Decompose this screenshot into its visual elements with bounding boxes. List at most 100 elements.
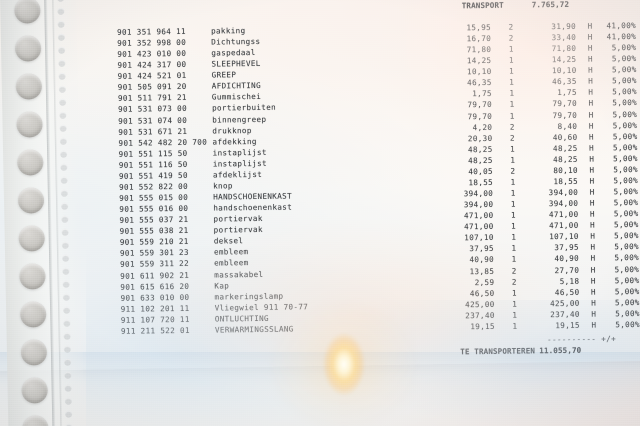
quantity-cell: 1 — [512, 321, 518, 331]
amount-cell: 19,15 — [555, 320, 580, 330]
description-cell: Vliegwiel 911 70-77 — [214, 302, 309, 313]
tax-code-cell: H — [589, 154, 595, 164]
total-carryforward-label: TE TRANSPORTEREN — [460, 346, 536, 357]
amount-cell: 8,40 — [557, 121, 578, 131]
tax-rate-cell: 5,00% — [613, 164, 638, 175]
transport-carryover-label: TRANSPORT — [461, 0, 504, 11]
quantity-cell: 1 — [510, 155, 516, 165]
part-number-cell: 901 424 521 01 — [117, 71, 187, 82]
part-number-cell: 901 352 998 00 — [117, 37, 187, 48]
description-cell: Kap — [214, 280, 230, 291]
tax-rate-cell: 5,00% — [613, 175, 639, 186]
part-number-cell: 901 611 902 21 — [120, 270, 190, 281]
tax-code-cell: H — [591, 309, 597, 319]
amount-cell: 394,00 — [548, 198, 579, 209]
unit-price-cell: 79,70 — [467, 111, 493, 121]
amount-cell: 37,95 — [554, 243, 579, 253]
unit-price-cell: 46,35 — [467, 78, 492, 88]
amount-cell: 33,40 — [551, 32, 577, 43]
amount-cell: 46,35 — [552, 77, 577, 87]
unit-price-cell: 4,20 — [472, 122, 493, 132]
description-cell: drukknop — [212, 125, 252, 136]
description-cell: knop — [213, 181, 233, 191]
tax-code-cell: H — [589, 209, 595, 219]
description-cell: SLEEPHEVEL — [211, 59, 261, 69]
quantity-cell: 1 — [512, 310, 518, 320]
tax-code-cell: H — [590, 231, 596, 241]
quantity-cell: 2 — [508, 33, 514, 43]
unit-price-cell: 394,00 — [463, 188, 494, 199]
part-number-cell: 911 211 522 01 — [120, 325, 190, 336]
amount-cell: 18,55 — [553, 176, 579, 187]
quantity-cell: 1 — [511, 288, 518, 298]
unit-price-cell: 79,70 — [467, 100, 493, 110]
tax-rate-cell: 5,00% — [612, 76, 637, 86]
amount-cell: 31,90 — [551, 21, 577, 32]
unit-price-cell: 40,05 — [468, 166, 493, 177]
description-cell: GREEP — [211, 70, 237, 80]
tax-code-cell: H — [589, 187, 595, 197]
quantity-cell: 1 — [509, 111, 515, 121]
tax-rate-cell: 5,00% — [614, 297, 640, 308]
unit-price-cell: 19,15 — [470, 321, 495, 332]
description-cell: afdekking — [212, 136, 257, 147]
description-cell: markeringslamp — [214, 291, 284, 302]
part-number-cell: 901 555 015 00 — [119, 192, 189, 203]
quantity-cell: 1 — [510, 199, 516, 209]
part-number-cell: 911 102 201 11 — [120, 303, 190, 314]
tax-code-cell: H — [588, 99, 594, 109]
quantity-cell: 1 — [512, 299, 518, 309]
part-number-cell: 901 559 311 22 — [120, 259, 190, 270]
unit-price-cell: 40,90 — [469, 255, 495, 265]
tax-rate-cell: 5,00% — [612, 120, 638, 130]
tax-code-cell: H — [590, 220, 596, 230]
amount-cell: 27,70 — [554, 265, 580, 275]
tax-code-cell: H — [587, 32, 593, 42]
tax-rate-cell: 5,00% — [614, 253, 640, 263]
part-number-cell: 901 505 091 20 — [117, 82, 187, 93]
unit-price-cell: 46,50 — [469, 288, 495, 298]
unit-price-cell: 471,00 — [463, 211, 494, 221]
quantity-cell: 2 — [509, 122, 515, 132]
quantity-cell: 1 — [510, 144, 516, 154]
tax-rate-cell: 5,00% — [614, 286, 640, 296]
unit-price-cell: 18,55 — [468, 177, 494, 188]
tax-code-cell: H — [589, 176, 595, 186]
unit-price-cell: 71,80 — [466, 45, 492, 55]
part-number-cell: 901 551 419 50 — [118, 170, 188, 181]
amount-cell: 46,50 — [554, 287, 580, 297]
tax-rate-cell: 5,00% — [612, 131, 638, 141]
tax-code-cell: H — [589, 165, 595, 175]
unit-price-cell: 20,30 — [467, 133, 493, 143]
tax-rate-cell: 5,00% — [613, 198, 639, 208]
quantity-cell: 1 — [510, 188, 516, 198]
total-carryforward-value: 11.055,70 — [539, 345, 582, 356]
quantity-cell: 1 — [510, 177, 516, 187]
tax-code-cell: H — [589, 198, 595, 208]
amount-cell: 79,70 — [552, 110, 578, 120]
unit-price-cell: 394,00 — [463, 199, 494, 210]
quantity-cell: 1 — [509, 66, 515, 76]
part-number-cell: 901 559 210 21 — [119, 237, 189, 248]
description-cell: instaplijst — [212, 147, 267, 158]
tax-rate-cell: 5,00% — [611, 43, 637, 53]
description-cell: embleem — [214, 258, 249, 268]
amount-cell: 48,25 — [552, 143, 578, 153]
quantity-cell: 1 — [509, 77, 515, 87]
description-cell: gaspedaal — [211, 48, 256, 58]
description-cell: embleem — [213, 247, 249, 257]
tax-rate-cell: 5,00% — [614, 264, 640, 274]
total-separator-rule: ---------- +/+ — [547, 334, 617, 345]
transport-carryover-value: 7.765,72 — [531, 0, 570, 10]
part-number-cell: 901 555 016 00 — [119, 203, 189, 214]
quantity-cell: 1 — [511, 232, 517, 242]
unit-price-cell: 237,40 — [465, 310, 495, 321]
part-number-cell: 901 551 116 50 — [118, 159, 188, 170]
tax-rate-cell: 5,00% — [613, 209, 639, 219]
description-cell: binnengreep — [212, 114, 267, 125]
quantity-cell: 1 — [511, 243, 517, 254]
quantity-cell: 1 — [509, 100, 515, 110]
amount-cell: 394,00 — [548, 187, 579, 198]
part-number-cell: 901 615 616 20 — [120, 281, 190, 292]
